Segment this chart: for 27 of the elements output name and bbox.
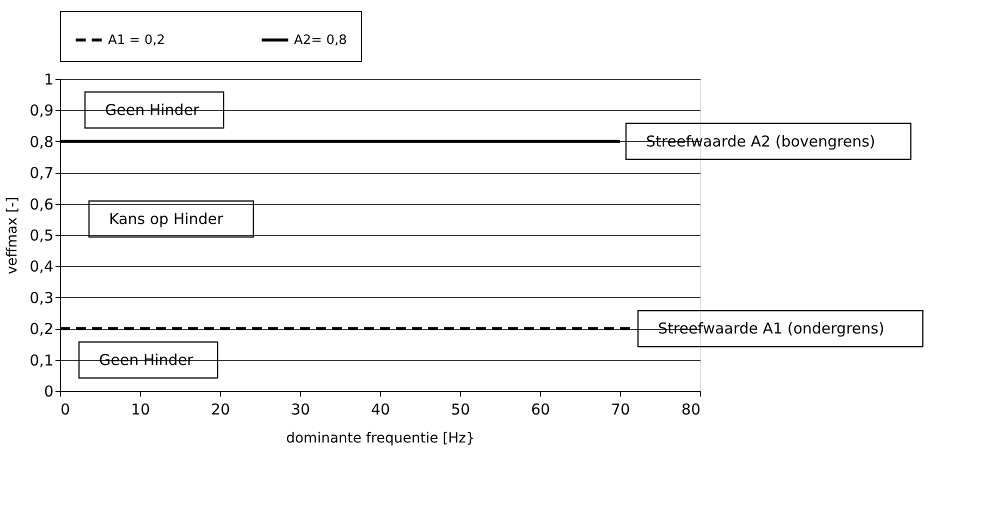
x-axis-title: dominante frequentie [Hz} [286,430,475,446]
x-tick-label: 70 [610,400,630,418]
x-tick-label: 40 [370,400,390,418]
y-tick-label: 0,5 [30,226,54,244]
x-tick-label: 30 [290,400,310,418]
y-tick-label: 0,6 [30,195,54,214]
x-tick-label: 50 [450,400,470,418]
y-tick-label: 1 [44,70,54,88]
y-tick-label: 0,7 [30,164,54,182]
annotation: Streefwaarde A1 (ondergrens) [658,320,884,338]
y-tick-label: 0,4 [30,258,54,276]
y-tick-label: 0,1 [30,351,54,370]
legend-label: A1 = 0,2 [108,33,165,48]
y-tick-label: 0,8 [30,132,54,151]
x-tick-label: 80 [681,400,700,418]
x-tick-label: 20 [210,400,230,418]
y-tick-label: 0 [44,382,54,400]
y-tick-label: 0,3 [30,288,54,307]
x-tick-label: 10 [130,400,150,418]
y-tick-label: 0,2 [30,320,54,338]
y-tick-label: 0,9 [30,102,54,120]
x-tick-label: 0 [60,400,70,418]
annotation: Kans op Hinder [109,210,224,228]
y-axis-title: veffmax [-] [4,196,21,274]
x-tick-label: 60 [530,400,550,418]
annotation: Streefwaarde A2 (bovengrens) [646,132,876,150]
legend-label: A2= 0,8 [294,33,347,48]
